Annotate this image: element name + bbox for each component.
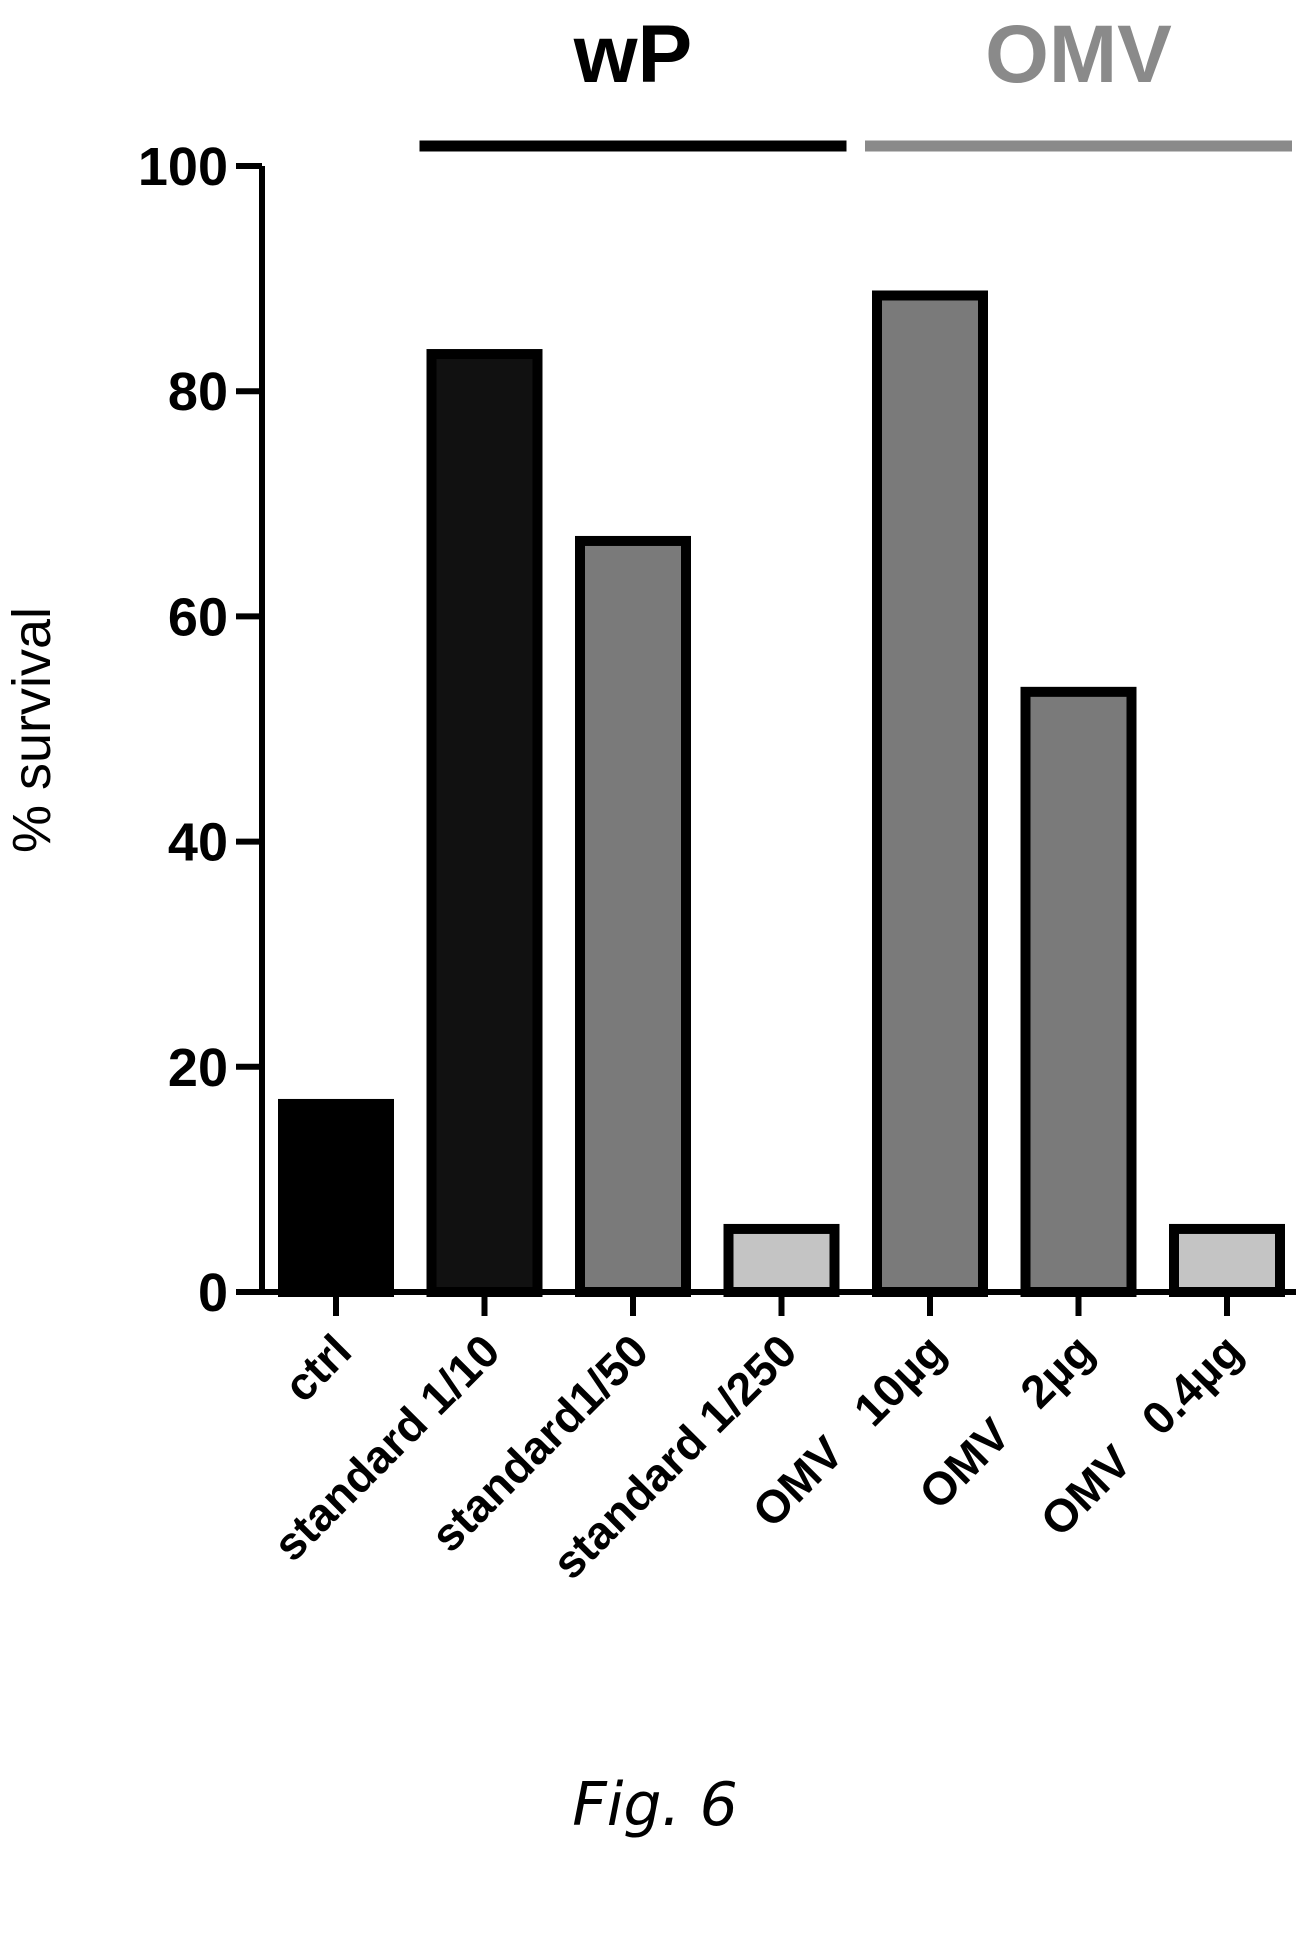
y-tick-label-20: 20 — [168, 1038, 228, 1098]
bars — [278, 290, 1285, 1298]
bar-4 — [872, 290, 988, 1297]
y-tick-label-40: 40 — [168, 813, 228, 873]
bar-3 — [723, 1223, 840, 1297]
y-tick-label-0: 0 — [198, 1263, 228, 1323]
y-tick-label-60: 60 — [168, 587, 228, 647]
group-label-1: OMV — [985, 9, 1172, 100]
bar-0 — [278, 1098, 394, 1298]
x-tick-label-0: ctrl — [274, 1324, 361, 1411]
figure-caption: Fig. 6 — [572, 1770, 738, 1840]
bar-1 — [426, 349, 543, 1297]
y-tick-label-100: 100 — [138, 137, 228, 197]
group-labels: wP OMV — [419, 9, 1292, 152]
group-label-0: wP — [573, 9, 692, 100]
y-axis: 0 20 40 60 80 100 — [138, 137, 265, 1323]
bar-6 — [1169, 1223, 1285, 1297]
bar-2 — [575, 535, 691, 1297]
bar-5 — [1020, 686, 1137, 1297]
y-tick-label-80: 80 — [168, 362, 228, 422]
y-axis-label: % survival — [2, 607, 62, 853]
